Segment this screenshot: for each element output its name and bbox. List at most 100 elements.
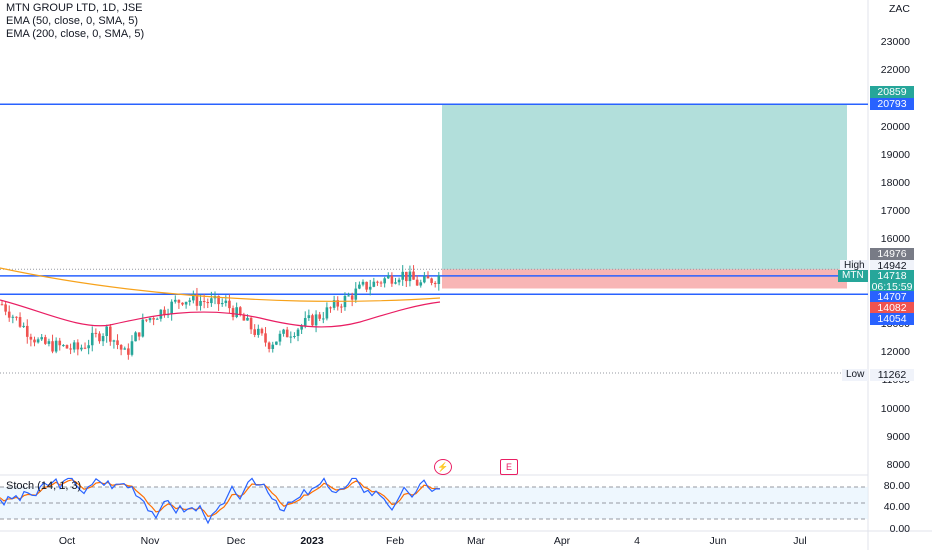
candle-body — [336, 300, 340, 307]
candle-body — [340, 306, 343, 308]
time-tick: 4 — [634, 535, 640, 547]
candle-body — [25, 325, 29, 337]
candle-body — [318, 314, 321, 319]
candle-body — [224, 300, 228, 303]
stoch-tick: 80.00 — [883, 480, 910, 492]
candle-body — [206, 302, 210, 304]
candle-body — [325, 307, 329, 319]
candle-body — [415, 279, 419, 286]
candle-body — [285, 329, 289, 338]
candle-body — [163, 309, 166, 315]
target-top-badge: 20859 — [870, 86, 914, 98]
candle-body — [397, 279, 401, 283]
candle-body — [112, 340, 116, 342]
candle-body — [423, 276, 426, 283]
candle-body — [192, 294, 195, 301]
candle-body — [314, 314, 318, 326]
candle-body — [137, 332, 141, 337]
candle-body — [437, 275, 441, 285]
candle-body — [303, 318, 307, 326]
candle-body — [394, 282, 397, 284]
candle-body — [47, 341, 51, 344]
stoch-legend[interactable]: Stoch (14, 1, 3) — [6, 480, 82, 492]
candle-body — [383, 278, 386, 284]
candle-body — [58, 340, 62, 346]
ema50-legend[interactable]: EMA (50, close, 0, SMA, 5) — [6, 15, 139, 27]
candle-body — [228, 300, 231, 309]
candle-body — [376, 281, 379, 283]
candle-body — [408, 271, 412, 282]
candle-body — [83, 347, 87, 349]
stop-badge: 14082 — [870, 302, 914, 314]
candle-body — [80, 347, 83, 350]
candle-body — [321, 318, 325, 320]
time-tick: Apr — [553, 535, 571, 547]
candle-body — [152, 318, 155, 320]
candle-body — [145, 319, 148, 321]
loss-zone — [442, 269, 847, 289]
candle-body — [173, 299, 177, 302]
candle-body — [271, 344, 275, 349]
candle-body — [15, 316, 18, 318]
price-tick: 18000 — [880, 177, 910, 189]
candle-body — [51, 341, 54, 352]
candle-body — [127, 348, 130, 355]
candle-body — [87, 345, 90, 349]
candle-body — [188, 300, 192, 302]
countdown-badge: 06:15:59 — [870, 281, 914, 293]
candle-body — [412, 271, 415, 280]
candle-body — [401, 271, 405, 280]
price-tick: 22000 — [880, 64, 910, 77]
candle-body — [36, 339, 40, 343]
high-value-badge: 14976 — [870, 248, 914, 260]
candle-body — [231, 308, 235, 318]
candle-body — [217, 295, 220, 305]
candle-body — [134, 332, 137, 342]
candle-body — [210, 298, 213, 304]
candle-body — [289, 336, 293, 338]
candle-body — [419, 282, 423, 286]
candle-body — [257, 328, 260, 335]
candle-body — [433, 282, 437, 285]
candle-body — [249, 317, 253, 330]
earnings-icon[interactable]: E — [500, 459, 518, 475]
candle-body — [184, 301, 188, 305]
candle-body — [148, 318, 152, 321]
candle-body — [365, 281, 368, 290]
candle-body — [358, 284, 361, 289]
price-tick: 20000 — [880, 120, 910, 133]
candle-body — [253, 329, 256, 335]
support-badge: 14054 — [870, 313, 914, 325]
candle-body — [202, 300, 206, 303]
low-label: Low — [842, 369, 869, 381]
low-price-badge: 11262 — [870, 369, 914, 381]
price-tick: 17000 — [880, 205, 910, 218]
candle-body — [105, 326, 108, 337]
candle-body — [267, 342, 271, 349]
time-tick: 2023 — [300, 535, 324, 547]
candle-body — [307, 315, 311, 319]
candle-body — [350, 295, 354, 300]
candle-body — [54, 340, 58, 352]
ema200-legend[interactable]: EMA (200, close, 0, SMA, 5) — [6, 28, 145, 40]
lightning-icon[interactable]: ⚡ — [434, 459, 452, 475]
candle-body — [246, 317, 249, 321]
candle-body — [119, 344, 123, 350]
candle-body — [199, 300, 202, 306]
entry-badge: 14707 — [870, 291, 914, 303]
candle-body — [260, 328, 264, 334]
candle-body — [62, 345, 65, 347]
candle-body — [390, 275, 394, 284]
candle-body — [116, 340, 119, 345]
candle-body — [141, 319, 145, 337]
time-tick: Jun — [709, 535, 727, 547]
candle-body — [379, 282, 383, 284]
price-tick: 8000 — [886, 459, 910, 471]
candle-body — [33, 339, 36, 343]
candle-body — [94, 332, 98, 334]
candle-body — [155, 318, 159, 320]
candle-body — [170, 301, 173, 315]
candle-body — [296, 329, 300, 337]
time-tick: Feb — [385, 535, 405, 547]
